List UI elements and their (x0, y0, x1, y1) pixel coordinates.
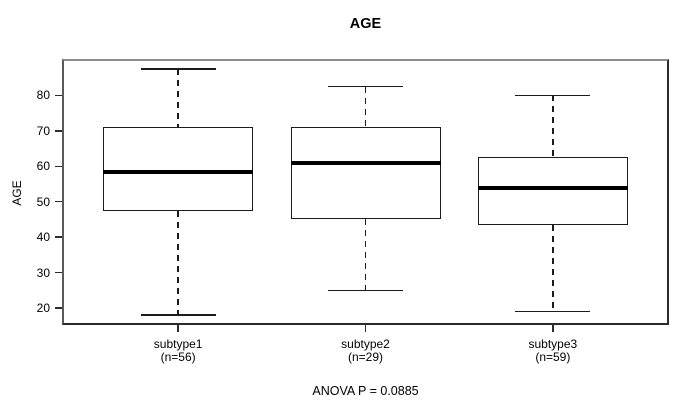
plot-frame (62, 59, 669, 325)
upper-whisker-cap (515, 94, 591, 97)
y-tick-mark (55, 200, 62, 203)
lower-whisker-line (552, 224, 554, 312)
category-n: (n=59) (535, 349, 571, 364)
category-label: subtype1 (n=56) (108, 338, 248, 363)
y-tick-label: 50 (36, 194, 50, 209)
anova-annotation: ANOVA P = 0.0885 (312, 384, 419, 398)
y-tick-mark (55, 165, 62, 168)
category-n: (n=29) (347, 349, 384, 364)
median-line (477, 185, 628, 190)
y-tick-mark (55, 236, 62, 238)
y-tick-label: 40 (36, 230, 50, 245)
x-tick-mark (364, 325, 367, 332)
category-name: subtype3 (528, 337, 578, 351)
y-tick-label: 30 (36, 265, 50, 280)
lower-whisker-line (177, 210, 179, 316)
lower-whisker-cap (515, 310, 591, 313)
y-tick-label: 80 (36, 88, 50, 103)
lower-whisker-cap (328, 289, 403, 292)
iqr-box (290, 127, 441, 220)
category-label: subtype3 (n=59) (483, 338, 623, 363)
category-name: subtype1 (153, 337, 203, 351)
x-tick-mark (552, 325, 554, 332)
iqr-box (477, 157, 628, 225)
upper-whisker-cap (140, 68, 216, 70)
y-tick-mark (55, 94, 62, 97)
x-tick-mark (177, 325, 179, 332)
median-line (103, 170, 254, 175)
upper-whisker-line (552, 95, 554, 158)
category-name: subtype2 (341, 337, 390, 351)
upper-whisker-line (177, 68, 179, 128)
chart-title: AGE (349, 16, 382, 32)
upper-whisker-line (364, 86, 367, 128)
category-n: (n=56) (160, 349, 196, 364)
y-tick-mark (55, 130, 62, 132)
y-tick-mark (55, 271, 62, 274)
median-line (290, 160, 441, 165)
y-tick-label: 60 (36, 159, 50, 174)
y-tick-label: 70 (36, 123, 50, 138)
lower-whisker-cap (140, 314, 216, 316)
lower-whisker-line (364, 219, 367, 291)
iqr-box (103, 127, 254, 211)
y-tick-mark (55, 307, 62, 309)
upper-whisker-cap (328, 85, 403, 88)
category-label: subtype2 (n=29) (296, 338, 436, 363)
y-tick-label: 20 (36, 300, 50, 315)
